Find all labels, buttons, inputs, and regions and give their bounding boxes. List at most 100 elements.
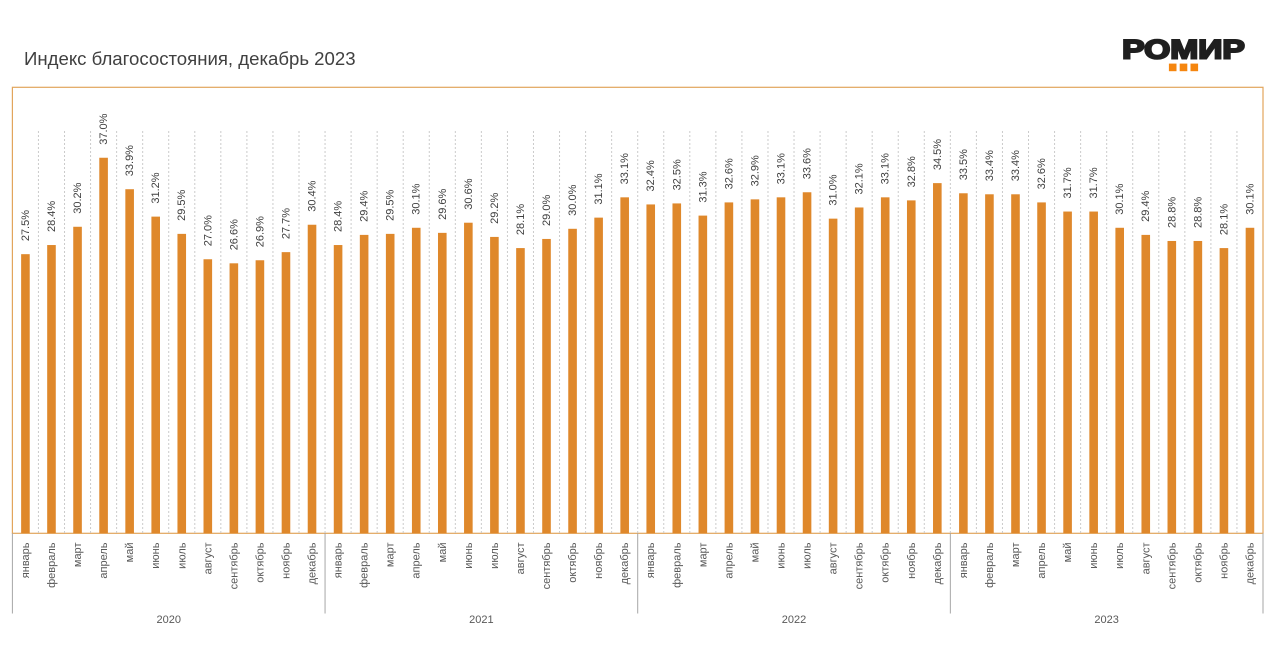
svg-text:32.6%: 32.6% <box>1036 158 1048 189</box>
svg-text:октябрь: октябрь <box>567 542 579 582</box>
svg-text:декабрь: декабрь <box>307 542 319 584</box>
svg-text:33.1%: 33.1% <box>776 153 788 184</box>
svg-text:27.7%: 27.7% <box>280 208 292 239</box>
svg-text:28.4%: 28.4% <box>333 201 345 232</box>
svg-text:30.1%: 30.1% <box>1244 183 1256 214</box>
svg-text:29.0%: 29.0% <box>541 195 553 226</box>
svg-text:29.4%: 29.4% <box>359 190 371 221</box>
svg-text:26.6%: 26.6% <box>228 219 240 250</box>
svg-text:июль: июль <box>176 542 188 569</box>
svg-text:апрель: апрель <box>723 542 735 578</box>
svg-text:2020: 2020 <box>156 614 180 626</box>
svg-text:июнь: июнь <box>1088 542 1100 568</box>
svg-text:31.2%: 31.2% <box>150 172 162 203</box>
svg-text:29.5%: 29.5% <box>176 189 188 220</box>
svg-text:февраль: февраль <box>984 542 996 588</box>
svg-text:30.2%: 30.2% <box>72 182 84 213</box>
svg-text:ноябрь: ноябрь <box>906 542 918 579</box>
svg-text:29.4%: 29.4% <box>1140 190 1152 221</box>
svg-text:март: март <box>385 543 397 568</box>
svg-text:январь: январь <box>958 542 970 578</box>
svg-text:август: август <box>515 543 527 575</box>
svg-text:октябрь: октябрь <box>1192 542 1204 582</box>
svg-text:май: май <box>437 543 449 563</box>
svg-text:июнь: июнь <box>776 542 788 568</box>
svg-text:декабрь: декабрь <box>1244 542 1256 584</box>
svg-text:32.6%: 32.6% <box>723 158 735 189</box>
svg-text:февраль: февраль <box>671 542 683 588</box>
svg-text:сентябрь: сентябрь <box>541 542 553 589</box>
svg-text:28.4%: 28.4% <box>46 201 58 232</box>
svg-text:29.5%: 29.5% <box>385 189 397 220</box>
svg-text:2022: 2022 <box>782 614 806 626</box>
svg-text:август: август <box>1140 543 1152 575</box>
svg-text:30.1%: 30.1% <box>411 183 423 214</box>
svg-text:май: май <box>124 543 136 563</box>
svg-text:январь: январь <box>645 542 657 578</box>
svg-text:март: март <box>1010 543 1022 568</box>
svg-text:2023: 2023 <box>1094 614 1118 626</box>
svg-text:33.1%: 33.1% <box>619 153 631 184</box>
svg-text:декабрь: декабрь <box>932 542 944 584</box>
svg-text:ноябрь: ноябрь <box>280 542 292 579</box>
svg-text:ноябрь: ноябрь <box>1218 542 1230 579</box>
svg-text:32.9%: 32.9% <box>749 155 761 186</box>
svg-text:32.1%: 32.1% <box>854 163 866 194</box>
svg-text:РОМИР: РОМИР <box>1122 36 1245 65</box>
svg-text:август: август <box>828 543 840 575</box>
svg-text:октябрь: октябрь <box>254 542 266 582</box>
svg-text:апрель: апрель <box>1036 542 1048 578</box>
svg-text:28.1%: 28.1% <box>1218 204 1230 235</box>
svg-text:31.0%: 31.0% <box>828 174 840 205</box>
svg-text:февраль: февраль <box>46 542 58 588</box>
svg-text:июнь: июнь <box>150 542 162 568</box>
svg-text:июль: июль <box>1114 542 1126 569</box>
svg-text:33.5%: 33.5% <box>958 149 970 180</box>
svg-text:июль: июль <box>489 542 501 569</box>
svg-text:28.1%: 28.1% <box>515 204 527 235</box>
svg-text:декабрь: декабрь <box>619 542 631 584</box>
svg-text:март: март <box>697 543 709 568</box>
svg-text:31.1%: 31.1% <box>593 173 605 204</box>
svg-text:март: март <box>72 543 84 568</box>
svg-text:30.1%: 30.1% <box>1114 183 1126 214</box>
svg-text:31.7%: 31.7% <box>1062 167 1074 198</box>
svg-text:31.3%: 31.3% <box>697 171 709 202</box>
svg-text:февраль: февраль <box>359 542 371 588</box>
svg-text:33.1%: 33.1% <box>880 153 892 184</box>
svg-text:29.6%: 29.6% <box>437 188 449 219</box>
svg-text:37.0%: 37.0% <box>98 113 110 144</box>
svg-text:30.4%: 30.4% <box>307 180 319 211</box>
svg-text:сентябрь: сентябрь <box>854 542 866 589</box>
svg-text:август: август <box>202 543 214 575</box>
svg-text:33.4%: 33.4% <box>984 150 996 181</box>
svg-text:2021: 2021 <box>469 614 493 626</box>
svg-text:33.6%: 33.6% <box>802 148 814 179</box>
svg-text:27.0%: 27.0% <box>202 215 214 246</box>
svg-text:29.2%: 29.2% <box>489 193 501 224</box>
svg-text:май: май <box>749 543 761 563</box>
svg-text:июнь: июнь <box>463 542 475 568</box>
svg-text:31.7%: 31.7% <box>1088 167 1100 198</box>
svg-text:апрель: апрель <box>98 542 110 578</box>
svg-text:30.6%: 30.6% <box>463 178 475 209</box>
svg-text:июль: июль <box>802 542 814 569</box>
svg-text:32.4%: 32.4% <box>645 160 657 191</box>
svg-text:ноябрь: ноябрь <box>593 542 605 579</box>
svg-text:34.5%: 34.5% <box>932 139 944 170</box>
svg-text:октябрь: октябрь <box>880 542 892 582</box>
svg-text:сентябрь: сентябрь <box>1166 542 1178 589</box>
svg-text:январь: январь <box>333 542 345 578</box>
svg-text:33.9%: 33.9% <box>124 145 136 176</box>
svg-text:27.5%: 27.5% <box>20 210 32 241</box>
svg-text:сентябрь: сентябрь <box>228 542 240 589</box>
svg-text:январь: январь <box>20 542 32 578</box>
svg-text:май: май <box>1062 543 1074 563</box>
svg-text:26.9%: 26.9% <box>254 216 266 247</box>
svg-text:32.8%: 32.8% <box>906 156 918 187</box>
svg-text:32.5%: 32.5% <box>671 159 683 190</box>
svg-text:28.8%: 28.8% <box>1166 197 1178 228</box>
svg-text:28.8%: 28.8% <box>1192 197 1204 228</box>
svg-text:апрель: апрель <box>411 542 423 578</box>
svg-text:33.4%: 33.4% <box>1010 150 1022 181</box>
